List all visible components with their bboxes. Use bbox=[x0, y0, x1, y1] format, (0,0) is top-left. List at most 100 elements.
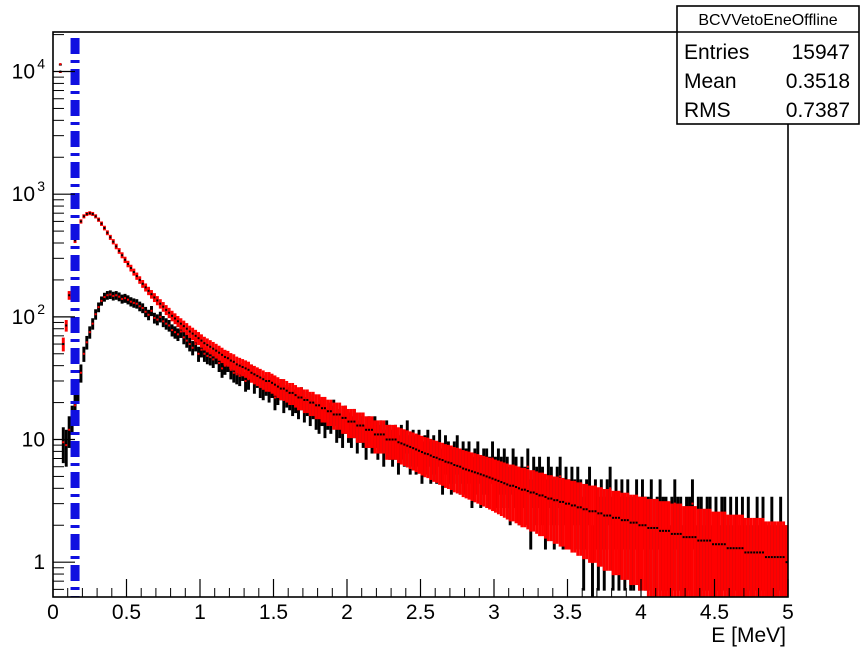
series-1-point bbox=[200, 339, 203, 342]
series-1-bin bbox=[546, 475, 550, 542]
series-0-point bbox=[206, 354, 209, 357]
series-1-bin bbox=[329, 399, 333, 427]
series-1-bin bbox=[358, 412, 362, 443]
series-1-bin bbox=[344, 405, 347, 434]
series-1-point bbox=[723, 543, 726, 546]
series-0-point bbox=[106, 294, 109, 297]
series-1-bin bbox=[514, 465, 518, 524]
stats-box: BCVVetoEneOffline Entries 15947 Mean 0.3… bbox=[676, 5, 860, 125]
series-1-point bbox=[456, 464, 459, 467]
series-1-point bbox=[226, 357, 229, 360]
series-1-bin bbox=[643, 496, 647, 591]
series-1-bin bbox=[770, 521, 774, 597]
series-1-bin bbox=[311, 391, 315, 417]
series-1-point bbox=[770, 556, 773, 559]
series-1-bin bbox=[532, 470, 536, 532]
series-1-point bbox=[485, 475, 488, 478]
series-1-bin bbox=[391, 424, 395, 460]
stats-mean-label: Mean bbox=[684, 70, 737, 93]
series-1-bin bbox=[323, 396, 327, 423]
series-1-point bbox=[379, 433, 382, 436]
series-1-point bbox=[744, 551, 747, 554]
series-1-bin bbox=[473, 453, 477, 503]
series-0-point bbox=[273, 396, 276, 399]
series-1-bin bbox=[396, 427, 400, 464]
series-1-point bbox=[306, 398, 309, 401]
series-1-point bbox=[526, 490, 529, 493]
series-1-bin bbox=[608, 489, 612, 571]
series-1-point bbox=[670, 532, 673, 535]
series-1-bin bbox=[664, 501, 668, 597]
series-1-point bbox=[726, 547, 729, 550]
series-1-point bbox=[729, 547, 732, 550]
series-1-bin bbox=[752, 517, 756, 597]
series-1-point bbox=[626, 519, 629, 522]
series-1-bin bbox=[320, 396, 324, 423]
series-1-point bbox=[764, 556, 767, 559]
series-1-point bbox=[559, 500, 562, 503]
series-1-bin bbox=[614, 490, 618, 576]
series-1-point bbox=[97, 218, 100, 221]
series-1-point bbox=[373, 433, 376, 436]
series-1-bin bbox=[426, 437, 430, 479]
series-0-point bbox=[103, 296, 106, 299]
series-1-point bbox=[712, 543, 715, 546]
series-1-point bbox=[535, 492, 538, 495]
series-1-bin bbox=[591, 485, 594, 563]
series-1-point bbox=[609, 514, 612, 517]
series-1-bin bbox=[485, 456, 489, 509]
series-1-point bbox=[338, 413, 341, 416]
series-1-bin bbox=[299, 387, 303, 411]
series-1-point bbox=[171, 314, 174, 317]
series-1-point bbox=[253, 373, 256, 376]
series-1-point bbox=[703, 539, 706, 542]
series-1-point bbox=[714, 543, 717, 546]
series-1-point bbox=[115, 245, 118, 248]
series-1-bin bbox=[702, 508, 706, 597]
series-1-point bbox=[588, 510, 591, 513]
series-1-point bbox=[691, 536, 694, 539]
series-1-point bbox=[750, 551, 753, 554]
series-1-point bbox=[262, 378, 265, 381]
series-1-point bbox=[382, 433, 385, 436]
series-0-point bbox=[62, 441, 65, 444]
series-1-bin bbox=[579, 482, 583, 556]
series-1-point bbox=[503, 482, 506, 485]
series-1-point bbox=[732, 547, 735, 550]
series-0-point bbox=[115, 294, 118, 297]
series-1-point bbox=[244, 367, 247, 370]
series-1-bin bbox=[685, 506, 689, 597]
series-1-bin bbox=[743, 517, 747, 597]
series-1-bin bbox=[620, 492, 624, 580]
series-1-point bbox=[453, 463, 456, 466]
series-1-point bbox=[403, 443, 406, 446]
series-1-point bbox=[623, 519, 626, 522]
series-1-point bbox=[523, 488, 526, 491]
series-1-point bbox=[679, 532, 682, 535]
series-0-point bbox=[79, 371, 82, 374]
series-1-bin bbox=[405, 430, 409, 468]
series-1-point bbox=[285, 389, 288, 392]
series-1-bin bbox=[491, 458, 494, 512]
series-1-bin bbox=[735, 514, 739, 597]
series-1-point bbox=[538, 494, 541, 497]
series-1-bin bbox=[629, 494, 633, 586]
series-1-point bbox=[332, 413, 335, 416]
series-1-point bbox=[491, 477, 494, 480]
series-0-point bbox=[165, 322, 168, 325]
series-1-bin bbox=[740, 514, 744, 597]
series-1-point bbox=[673, 532, 676, 535]
series-1-bin bbox=[582, 483, 586, 560]
y-tick-label: 10 bbox=[12, 306, 35, 329]
series-1-bin bbox=[482, 455, 486, 507]
series-1-point bbox=[356, 424, 359, 427]
series-1-bin bbox=[649, 498, 653, 597]
series-1-bin bbox=[602, 489, 606, 571]
stats-mean-value: 0.3518 bbox=[786, 70, 850, 93]
series-1-bin bbox=[661, 501, 665, 597]
x-tick-label: 4.5 bbox=[700, 601, 729, 624]
series-1-point bbox=[509, 484, 512, 487]
series-1-point bbox=[391, 438, 394, 441]
series-1-bin bbox=[617, 490, 621, 576]
